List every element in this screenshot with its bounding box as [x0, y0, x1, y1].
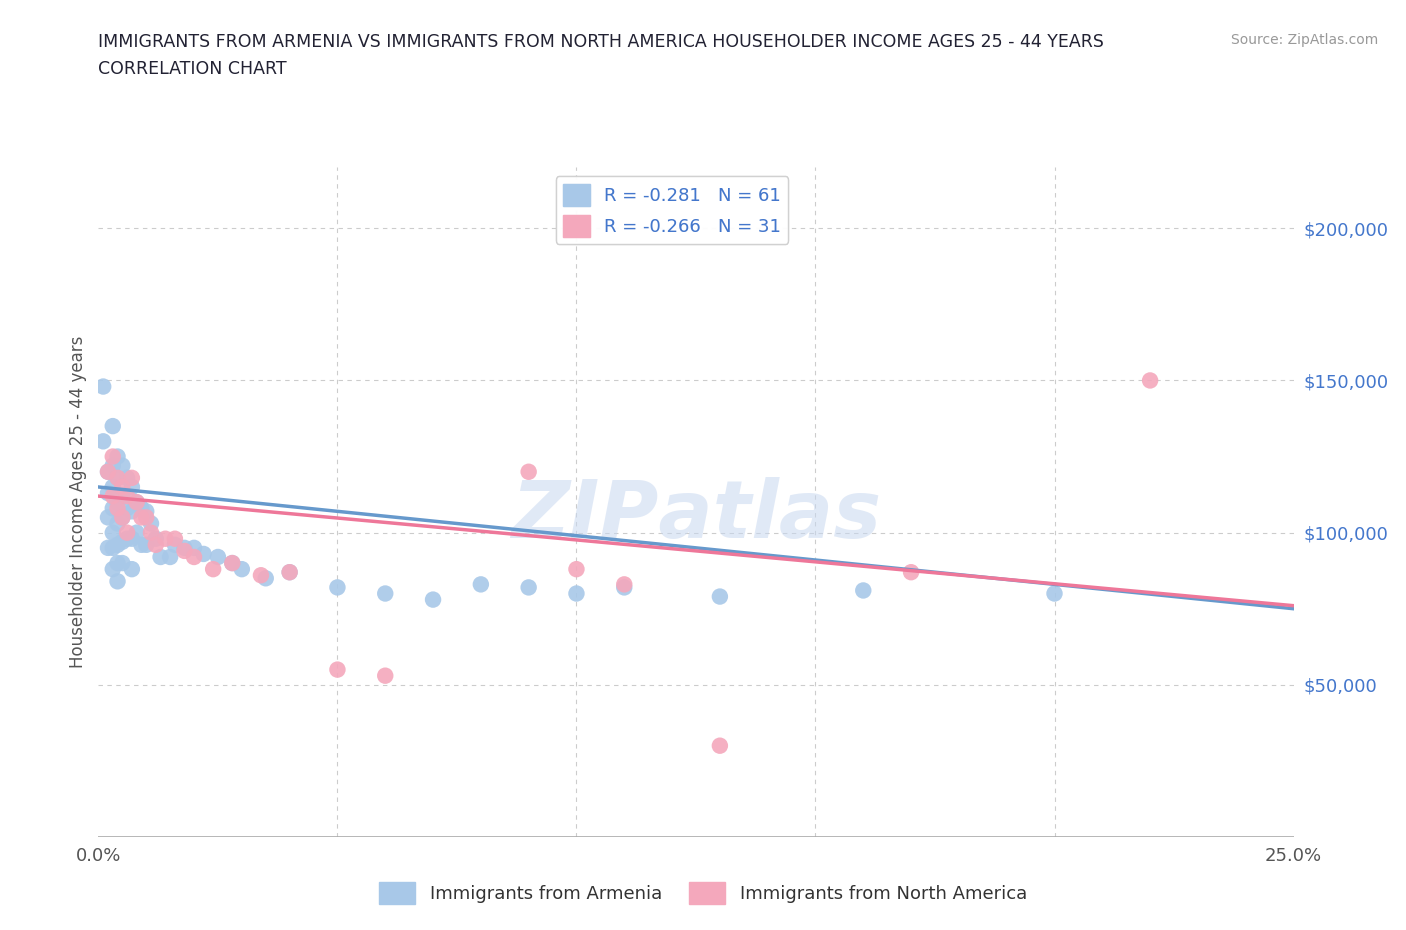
Point	[101, 480, 124, 495]
Point	[107, 501, 129, 516]
Point	[207, 550, 229, 565]
Point	[107, 471, 129, 485]
Point	[111, 535, 134, 550]
Text: CORRELATION CHART: CORRELATION CHART	[98, 60, 287, 78]
Point	[111, 555, 134, 570]
Y-axis label: Householder Income Ages 25 - 44 years: Householder Income Ages 25 - 44 years	[69, 336, 87, 669]
Point	[900, 565, 922, 579]
Point	[254, 571, 277, 586]
Point	[173, 543, 195, 558]
Point	[159, 550, 181, 565]
Point	[125, 495, 148, 510]
Point	[131, 538, 153, 552]
Point	[91, 434, 114, 449]
Point	[139, 525, 162, 540]
Point	[613, 577, 636, 591]
Point	[613, 580, 636, 595]
Point	[145, 531, 167, 546]
Point	[155, 531, 177, 546]
Point	[111, 458, 134, 473]
Point	[121, 471, 143, 485]
Point	[278, 565, 301, 579]
Point	[202, 562, 225, 577]
Point	[149, 550, 172, 565]
Point	[121, 504, 143, 519]
Point	[121, 562, 143, 577]
Point	[115, 531, 138, 546]
Point	[135, 510, 157, 525]
Point	[125, 525, 148, 540]
Point	[131, 510, 153, 525]
Point	[173, 540, 195, 555]
Point	[250, 568, 273, 583]
Point	[135, 504, 157, 519]
Point	[163, 538, 186, 552]
Text: IMMIGRANTS FROM ARMENIA VS IMMIGRANTS FROM NORTH AMERICA HOUSEHOLDER INCOME AGES: IMMIGRANTS FROM ARMENIA VS IMMIGRANTS FR…	[98, 33, 1104, 50]
Point	[131, 501, 153, 516]
Point	[107, 495, 129, 510]
Point	[121, 480, 143, 495]
Point	[107, 471, 129, 485]
Point	[107, 449, 129, 464]
Point	[135, 538, 157, 552]
Point	[101, 418, 124, 433]
Point	[709, 589, 731, 604]
Legend: R = -0.281   N = 61, R = -0.266   N = 31: R = -0.281 N = 61, R = -0.266 N = 31	[555, 177, 789, 244]
Point	[1139, 373, 1161, 388]
Point	[517, 580, 540, 595]
Point	[97, 510, 120, 525]
Point	[111, 510, 134, 525]
Point	[107, 516, 129, 531]
Point	[97, 464, 120, 479]
Point	[115, 488, 138, 503]
Point	[111, 480, 134, 495]
Point	[231, 562, 253, 577]
Point	[422, 592, 444, 607]
Point	[1043, 586, 1066, 601]
Point	[107, 555, 129, 570]
Point	[709, 738, 731, 753]
Point	[101, 562, 124, 577]
Point	[145, 538, 167, 552]
Point	[278, 565, 301, 579]
Point	[115, 501, 138, 516]
Point	[107, 574, 129, 589]
Text: ZIP​atlas: ZIP​atlas	[510, 476, 882, 554]
Point	[326, 662, 349, 677]
Point	[101, 540, 124, 555]
Point	[101, 525, 124, 540]
Point	[97, 464, 120, 479]
Point	[183, 540, 205, 555]
Point	[101, 501, 124, 516]
Point	[101, 488, 124, 503]
Point	[91, 379, 114, 394]
Point	[852, 583, 875, 598]
Point	[121, 531, 143, 546]
Point	[107, 538, 129, 552]
Point	[221, 555, 243, 570]
Point	[470, 577, 492, 591]
Legend: Immigrants from Armenia, Immigrants from North America: Immigrants from Armenia, Immigrants from…	[373, 875, 1033, 911]
Point	[193, 547, 215, 562]
Point	[221, 555, 243, 570]
Point	[101, 449, 124, 464]
Point	[97, 540, 120, 555]
Point	[163, 531, 186, 546]
Point	[326, 580, 349, 595]
Point	[111, 510, 134, 525]
Point	[374, 669, 396, 684]
Point	[183, 550, 205, 565]
Point	[115, 471, 138, 485]
Point	[374, 586, 396, 601]
Point	[565, 562, 588, 577]
Point	[111, 488, 134, 503]
Text: Source: ZipAtlas.com: Source: ZipAtlas.com	[1230, 33, 1378, 46]
Point	[139, 516, 162, 531]
Point	[125, 495, 148, 510]
Point	[115, 525, 138, 540]
Point	[565, 586, 588, 601]
Point	[101, 458, 124, 473]
Point	[97, 485, 120, 500]
Point	[517, 464, 540, 479]
